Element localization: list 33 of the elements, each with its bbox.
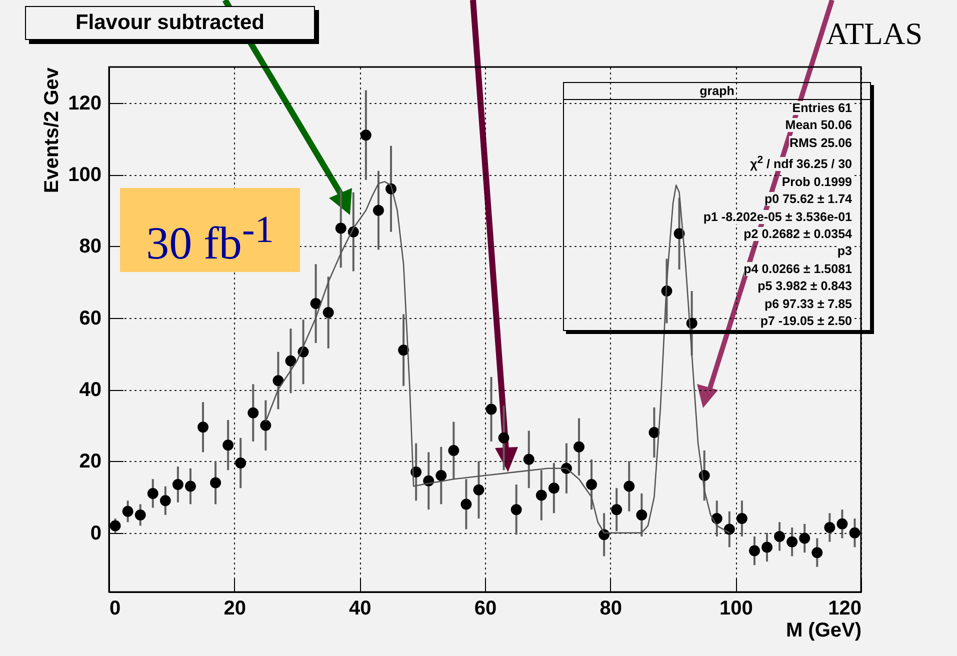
y-tick-label: 80 — [79, 236, 102, 258]
y-tick-label: 20 — [79, 450, 102, 473]
x-tick-label: 80 — [600, 598, 622, 620]
x-tick-label: 120 — [828, 598, 862, 620]
chart-title: Flavour subtracted — [25, 6, 315, 40]
annotation: p1 -8.202e-05 ± 3.536e-01 — [703, 210, 852, 224]
y-tick-label: 40 — [79, 379, 102, 402]
y-axis-title: Events/2 Gev — [41, 66, 64, 194]
y-tick-label: 100 — [68, 164, 102, 186]
annotation: Entries 61 — [792, 101, 852, 115]
annotation: p3 — [837, 244, 852, 258]
annotation: Mean 50.06 — [785, 118, 852, 132]
annotation: p0 75.62 ± 1.74 — [764, 192, 852, 206]
annotation: p5 3.982 ± 0.843 — [758, 279, 852, 294]
annotation: graph — [700, 84, 734, 98]
text: ATLAS — [826, 16, 922, 52]
annotation: p4 0.0266 ± 1.5081 — [744, 262, 852, 276]
annotation: 30 fb$^{-1}$ — [120, 188, 300, 272]
x-tick-label: 20 — [224, 598, 246, 620]
annotation: χ$^{2}$ / ndf 36.25 / 30 — [750, 155, 852, 172]
annotation: p7 -19.05 ± 2.50 — [760, 314, 852, 328]
x-tick-label: 60 — [474, 598, 497, 620]
x-tick-label: 100 — [719, 598, 753, 620]
annotation: p2 0.2682 ± 0.0354 — [744, 227, 852, 241]
x-tick-label: 0 — [110, 598, 121, 620]
annotation: RMS 25.06 — [789, 136, 852, 150]
x-axis-title: M (GeV) — [786, 620, 862, 642]
y-tick-label: 60 — [79, 307, 102, 330]
annotation: Prob 0.1999 — [782, 174, 852, 189]
y-tick-label: 120 — [68, 92, 102, 114]
x-tick-label: 40 — [349, 598, 372, 620]
y-tick-label: 0 — [90, 522, 102, 544]
annotation: p6 97.33 ± 7.85 — [764, 296, 852, 311]
